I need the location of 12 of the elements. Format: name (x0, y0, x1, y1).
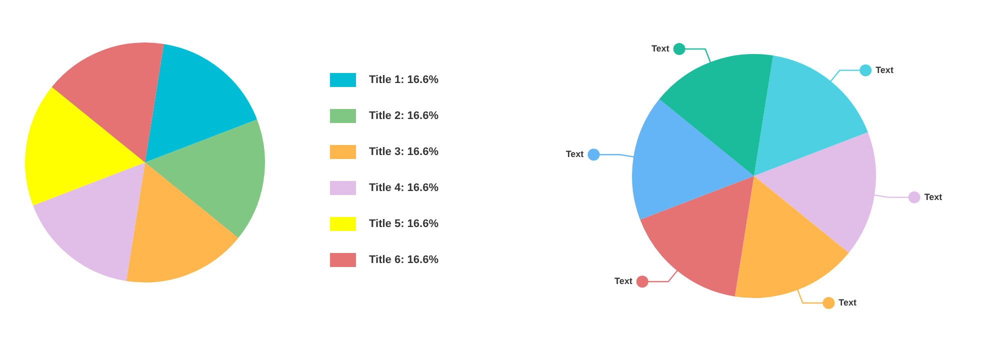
slice-label: Text (614, 276, 632, 286)
legend-label: Title 3: 16.6% (369, 146, 438, 158)
legend-label: Title 5: 16.6% (369, 218, 438, 230)
legend-label: Title 4: 16.6% (369, 182, 438, 194)
slice-label: Text (651, 44, 670, 54)
legend-label: Title 2: 16.6% (369, 110, 438, 122)
legend-label: Text (924, 192, 942, 202)
legend-label: Title 1: 16.6% (369, 74, 438, 86)
legend-label: Text (838, 297, 857, 308)
legend-label: Title 6: 16.6% (369, 254, 438, 266)
slice-label: Text (566, 149, 584, 160)
legend-label: Text (876, 64, 894, 75)
